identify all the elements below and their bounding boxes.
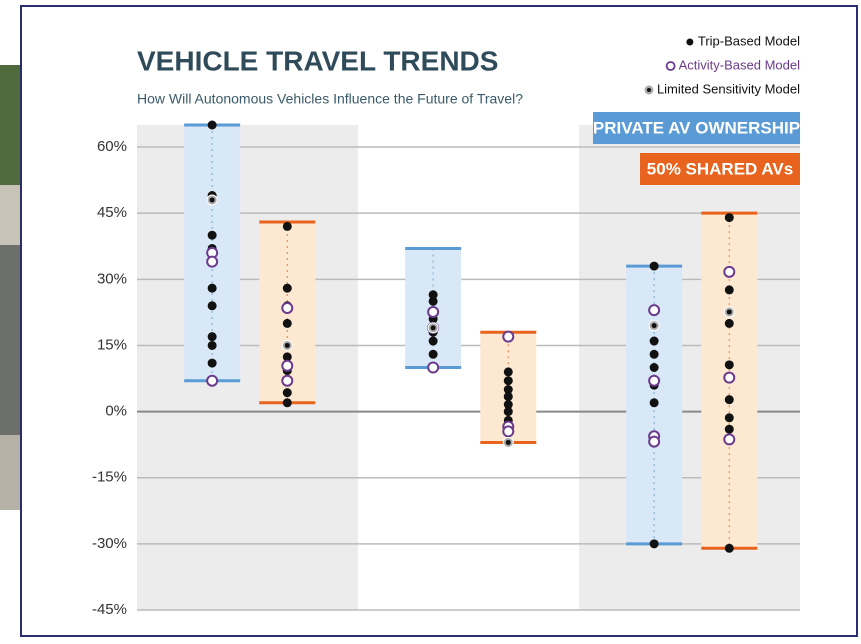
activity-point xyxy=(724,434,734,444)
trip-point xyxy=(283,319,292,328)
limited-point-core xyxy=(210,197,215,202)
trip-point xyxy=(725,413,734,422)
y-tick-label: 45% xyxy=(97,204,127,221)
activity-point xyxy=(649,376,659,386)
activity-point xyxy=(649,437,659,447)
trip-point xyxy=(725,395,734,404)
trip-point xyxy=(650,539,659,548)
group-band xyxy=(137,125,358,610)
trip-point xyxy=(429,337,438,346)
trip-point xyxy=(725,360,734,369)
trip-point xyxy=(283,284,292,293)
y-tick-label: 60% xyxy=(97,138,127,155)
y-tick-label: -45% xyxy=(92,601,127,618)
trip-point xyxy=(208,332,217,341)
legend-label: Activity-Based Model xyxy=(679,57,800,72)
legend-box-label: 50% SHARED AVs xyxy=(647,159,793,178)
trip-point xyxy=(283,398,292,407)
legend-marker-core xyxy=(647,88,651,92)
legend-label: Trip-Based Model xyxy=(698,33,800,48)
legend-marker xyxy=(667,62,675,70)
legend-box-label: PRIVATE AV OWNERSHIP xyxy=(593,118,800,137)
activity-point xyxy=(282,303,292,313)
trip-point xyxy=(650,337,659,346)
trip-point xyxy=(504,376,513,385)
activity-point xyxy=(207,376,217,386)
trip-point xyxy=(725,319,734,328)
trip-point xyxy=(650,363,659,372)
trip-point xyxy=(208,301,217,310)
activity-point xyxy=(207,257,217,267)
y-tick-label: -15% xyxy=(92,469,127,486)
trip-point xyxy=(504,392,513,401)
activity-point xyxy=(503,332,513,342)
trip-point xyxy=(283,388,292,397)
legend-marker xyxy=(686,39,693,46)
group-band xyxy=(579,125,800,610)
trip-point xyxy=(725,425,734,434)
trip-point xyxy=(208,231,217,240)
activity-point xyxy=(282,361,292,371)
limited-point-core xyxy=(431,325,436,330)
y-tick-label: 0% xyxy=(105,403,127,420)
activity-point xyxy=(428,363,438,373)
limited-point-core xyxy=(652,323,657,328)
activity-point xyxy=(724,267,734,277)
limited-point-core xyxy=(285,343,290,348)
trip-point xyxy=(725,213,734,222)
trip-point xyxy=(650,262,659,271)
chart: VEHICLE TRAVEL TRENDS How Will Autonomou… xyxy=(0,0,861,639)
trip-point xyxy=(208,359,217,368)
activity-point xyxy=(428,307,438,317)
trip-point xyxy=(283,222,292,231)
trip-point xyxy=(504,367,513,376)
y-tick-label: 30% xyxy=(97,270,127,287)
trip-point xyxy=(725,544,734,553)
trip-point xyxy=(725,285,734,294)
legend-label: Limited Sensitivity Model xyxy=(657,81,800,96)
trip-point xyxy=(650,350,659,359)
trip-point xyxy=(650,398,659,407)
chart-title: VEHICLE TRAVEL TRENDS xyxy=(137,45,498,76)
group-band xyxy=(358,125,579,610)
limited-point-core xyxy=(727,309,732,314)
activity-point xyxy=(503,426,513,436)
limited-point-core xyxy=(506,440,511,445)
trip-point xyxy=(208,121,217,130)
y-tick-label: 15% xyxy=(97,336,127,353)
activity-point xyxy=(649,305,659,315)
activity-point xyxy=(724,373,734,383)
trip-point xyxy=(429,297,438,306)
trip-point xyxy=(429,350,438,359)
trip-point xyxy=(208,284,217,293)
trip-point xyxy=(208,341,217,350)
trip-point xyxy=(504,407,513,416)
activity-point xyxy=(282,376,292,386)
y-tick-label: -30% xyxy=(92,535,127,552)
chart-subtitle: How Will Autonomous Vehicles Influence t… xyxy=(137,91,523,107)
